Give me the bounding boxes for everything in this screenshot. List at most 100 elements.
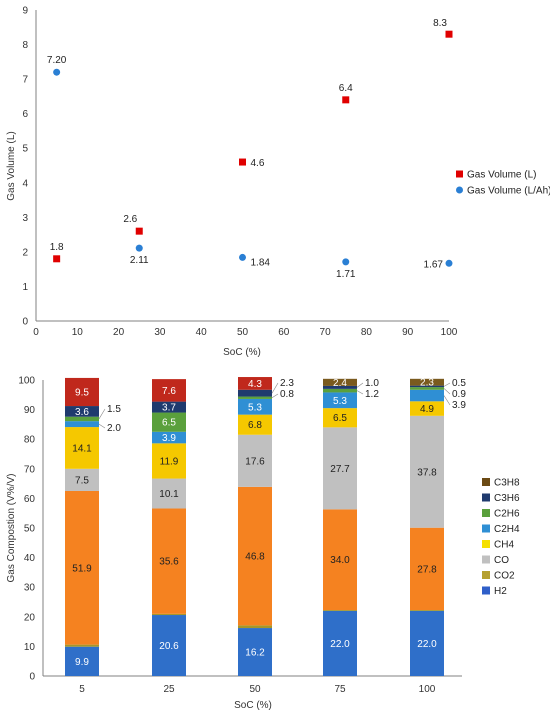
bar-segment-label: 34.0 [330, 555, 350, 566]
scatter-y-axis-label: Gas Volume (L) [6, 131, 17, 200]
bar-segment-label: 5.3 [333, 396, 347, 407]
bar-label-leader [356, 390, 364, 395]
scatter-x-tick-label: 40 [196, 327, 208, 338]
bar-segment-ch4 [65, 468, 99, 491]
bar-segment-co2 [410, 609, 444, 611]
bar-segment-c3h6 [323, 388, 357, 393]
bar-segment-label: 51.9 [72, 563, 92, 574]
scatter-y-tick-label: 4 [22, 178, 28, 189]
bar-x-tick-label: 100 [419, 684, 436, 695]
bar-label-leader [98, 408, 106, 420]
bar-segment-label: 46.8 [245, 552, 265, 563]
legend-swatch-ch4 [482, 540, 490, 548]
scatter-data-label: 7.20 [47, 55, 67, 66]
bar-y-tick-label: 70 [24, 464, 36, 475]
bar-segment-label: 4.3 [248, 379, 262, 390]
bar-segment-label: 16.2 [245, 648, 265, 659]
bar-outside-label: 2.0 [107, 423, 121, 434]
bar-segment-c2h6 [323, 392, 357, 409]
bar-segment-label: 6.5 [333, 413, 347, 424]
bar-segment-c2h4 [238, 414, 272, 435]
bar-x-tick-label: 75 [334, 684, 346, 695]
bar-segment-label: 35.6 [159, 557, 179, 568]
bar-segment-label: 7.5 [75, 475, 89, 486]
bar-label-leader [443, 395, 451, 406]
bar-segment-h2 [238, 628, 272, 676]
bar-label-leader [443, 382, 451, 387]
bar-segment-c2h4 [65, 427, 99, 469]
legend-swatch-c3h6 [482, 493, 490, 502]
scatter-point-gas-volume-l [135, 227, 143, 235]
bar-y-tick-label: 100 [18, 376, 35, 387]
scatter-x-ticks: 0 10 20 30 40 50 60 70 80 90 100 [33, 327, 458, 338]
scatter-data-label: 1.8 [50, 242, 64, 253]
bar-segment-c3h8 [323, 385, 357, 389]
bar-outside-label: 0.5 [452, 378, 466, 389]
scatter-data-label: 4.6 [251, 158, 265, 169]
bar-segment-c2h6 [410, 389, 444, 402]
bar-y-tick-label: 40 [24, 553, 36, 564]
legend-marker-square [456, 170, 463, 178]
bar-x-ticks: 5 25 50 75 100 [79, 684, 436, 695]
legend-label: C3H8 [494, 478, 520, 489]
bar-outside-label: 1.0 [365, 378, 379, 389]
scatter-data-label: 1.71 [336, 269, 356, 280]
bar-segment-label: 11.9 [160, 456, 179, 467]
legend-swatch-h2 [482, 586, 490, 595]
legend-label: Gas Volume (L/Ah) [467, 186, 550, 197]
bar-outside-label: 1.5 [107, 404, 121, 415]
bar-segment-co2 [152, 613, 186, 616]
legend-label: CO2 [494, 571, 515, 582]
bar-x-tick-label: 25 [163, 684, 175, 695]
bar-x-tick-label: 50 [249, 684, 261, 695]
scatter-x-tick-label: 30 [154, 327, 166, 338]
bar-segment-label: 6.8 [248, 420, 262, 431]
scatter-point-gas-volume-l [342, 96, 350, 104]
bar-segment-label: 27.8 [417, 564, 437, 575]
bar-outside-label: 2.3 [280, 378, 294, 389]
bar-x-tick-label: 5 [79, 684, 85, 695]
bar-segment-label: 3.7 [162, 403, 176, 414]
bar-segment-label: 22.0 [417, 639, 437, 650]
bar-segment-co2 [238, 625, 272, 629]
bar-y-tick-label: 20 [24, 612, 36, 623]
bar-segment-c2h4 [410, 401, 444, 416]
bar-y-tick-label: 80 [24, 435, 36, 446]
bar-segment-co [65, 491, 99, 645]
bar-segment-c4 [410, 378, 444, 386]
legend-label: H2 [494, 586, 507, 597]
bar-segment-label: 9.5 [75, 387, 89, 398]
legend-label: Gas Volume (L) [467, 170, 536, 181]
bar-segment-label: 9.9 [75, 657, 89, 668]
bar-segment-label: 2.4 [333, 378, 347, 389]
scatter-point-gas-volume-l-ah [239, 253, 246, 261]
bar-segment-c3h8 [152, 401, 186, 413]
scatter-data-label: 8.3 [433, 18, 447, 29]
bar-segment-c3h6 [152, 412, 186, 432]
bar-outside-label: 0.8 [280, 389, 294, 400]
bar-label-leader [98, 423, 106, 429]
bar-segment-co [323, 509, 357, 610]
scatter-point-gas-volume-l [53, 255, 61, 263]
scatter-x-tick-label: 60 [278, 327, 290, 338]
scatter-point-gas-volume-l [239, 158, 246, 166]
scatter-x-tick-label: 0 [33, 327, 39, 338]
bar-segment-h2 [65, 646, 99, 676]
bar-segment-co [238, 486, 272, 626]
scatter-y-tick-label: 6 [22, 109, 28, 120]
bar-label-leader [356, 382, 364, 388]
bar-segment-c3h6 [410, 387, 444, 390]
bar-segment-ch4 [152, 478, 186, 509]
bar-segment-c3h6 [238, 396, 272, 399]
bar-segment-c2h4 [152, 443, 186, 479]
bar-segment-ch4 [323, 427, 357, 510]
scatter-y-tick-label: 9 [22, 6, 28, 17]
stacked-bar-chart: 0 10 20 30 40 50 60 70 80 90 100 5 25 50 75 100 9.9 51.… [6, 376, 520, 712]
bar-segment-label: 27.7 [330, 464, 350, 475]
bar-segment-c2h4 [323, 408, 357, 428]
scatter-point-gas-volume-l-ah [53, 68, 61, 76]
bar-segment-c2h6 [238, 398, 272, 415]
bar-y-tick-label: 10 [24, 642, 36, 653]
scatter-point-gas-volume-l [445, 30, 453, 38]
bar-segment-h2s [152, 379, 186, 402]
